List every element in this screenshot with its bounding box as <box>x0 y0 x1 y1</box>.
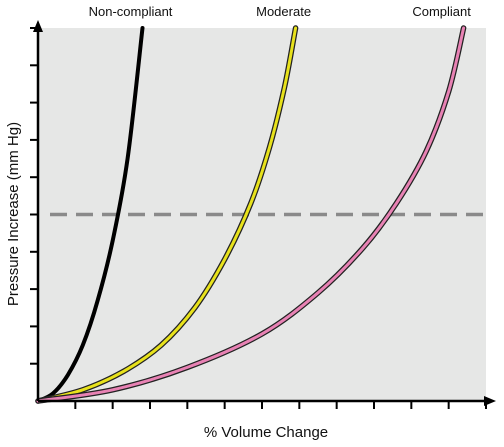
y-axis-arrowhead <box>33 20 43 32</box>
series-label-moderate: Moderate <box>256 4 311 19</box>
series-line-non-compliant <box>36 26 145 403</box>
series-label-non-compliant: Non-compliant <box>89 4 173 19</box>
series-line-compliant <box>36 26 466 403</box>
y-axis-label: Pressure Increase (mm Hg) <box>5 122 22 306</box>
x-axis-label: % Volume Change <box>204 424 328 441</box>
series-label-compliant: Compliant <box>412 4 471 19</box>
series-line-moderate <box>36 26 298 403</box>
